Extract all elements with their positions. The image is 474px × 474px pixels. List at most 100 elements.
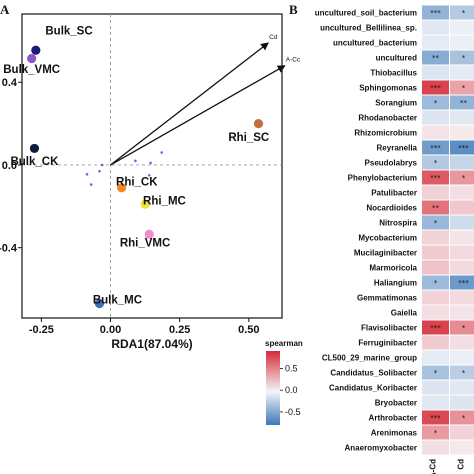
heatmap-cell [422, 365, 449, 380]
heatmap-cell [422, 440, 449, 455]
species-point [149, 161, 152, 165]
sample-label: Bulk_CK [10, 156, 59, 168]
sample-label: Bulk_VMC [3, 64, 60, 76]
heatmap-cell [450, 125, 474, 140]
sample-point [253, 119, 264, 129]
heatmap-cell [450, 50, 474, 65]
x-tick-label: 0.50 [238, 324, 259, 336]
panel-b-letter: B [289, 2, 298, 17]
genus-label: Gemmatimonas [357, 294, 418, 303]
heatmap-row: Mycobacterium [358, 230, 474, 245]
heatmap-row: Flavisolibacter *** * [361, 320, 474, 335]
significance-mark: *** [430, 9, 441, 17]
heatmap-row: Sphingomonas *** * [359, 80, 474, 95]
genus-label: uncultured [376, 54, 417, 63]
genus-label: Flavisolibacter [361, 324, 417, 333]
heatmap-row: Bryobacter [375, 395, 474, 410]
sample-point [94, 298, 105, 309]
y-tick-label: 0.0 [2, 160, 17, 172]
heatmap-row: Sorangium * ** [375, 95, 474, 110]
sample-label: Bulk_SC [45, 26, 92, 38]
genus-label: Marmoricola [369, 264, 417, 273]
legend-colorbar [266, 351, 280, 425]
sample-point [31, 45, 41, 55]
heatmap-cell [422, 155, 449, 170]
correlation-heatmap-panel: B uncultured_soil_bacterium *** *unculture… [289, 2, 474, 474]
heatmap-cell [422, 185, 449, 200]
genus-label: Rhizomicrobium [354, 129, 417, 138]
heatmap-cell [422, 200, 449, 215]
heatmap-cell [422, 320, 449, 335]
heatmap-cell [422, 80, 449, 95]
rda-biplot-panel: A -0.25 0.00 0.25 0.50 0.4 0.0 -0.4 Cd A-Cc Bu… [0, 2, 301, 351]
significance-mark: *** [430, 174, 441, 182]
sample-label: Rhi_VMC [120, 238, 170, 250]
heatmap-cell [450, 275, 474, 290]
heatmap-row: Nocardioides ** [366, 200, 474, 215]
genus-label: Patulibacter [371, 189, 417, 198]
significance-mark: *** [430, 144, 441, 152]
heatmap-cell [450, 200, 474, 215]
heatmap-cell [422, 20, 449, 35]
significance-mark: * [462, 324, 466, 332]
x-tick-label: 0.25 [169, 324, 190, 336]
panel-a-letter: A [0, 2, 10, 17]
significance-mark: ** [432, 204, 440, 212]
heatmap-cell [450, 140, 474, 155]
genus-label: Candidatus_Solibacter [330, 369, 417, 378]
heatmap-row: Phenylobacterium *** * [348, 170, 474, 185]
legend-title: spearman [265, 339, 303, 348]
genus-label: Ferruginibacter [358, 339, 417, 348]
heatmap-row: Patulibacter [371, 185, 474, 200]
significance-mark: * [434, 219, 438, 227]
heatmap-row: Ferruginibacter [358, 335, 474, 350]
genus-label: Mycobacterium [358, 234, 417, 243]
significance-mark: * [462, 54, 466, 62]
heatmap-row: uncultured_soil_bacterium *** * [315, 5, 474, 20]
vector-arrow-cd [110, 42, 269, 166]
significance-mark: ** [432, 54, 440, 62]
genus-label: uncultured_Bellilinea_sp. [320, 24, 417, 33]
heatmap-cell [422, 395, 449, 410]
heatmap-cell [422, 425, 449, 440]
genus-label: Mucilaginibacter [354, 249, 417, 258]
column-label: Cd [457, 459, 466, 470]
x-axis-title: RDA1(87.04%) [111, 337, 192, 351]
significance-mark: * [434, 99, 438, 107]
sample-point [29, 143, 40, 154]
legend-ticks: 0.5 0.0 -0.5 [280, 363, 301, 417]
sample-points: Bulk_SC Bulk_VMC Bulk_CK Rhi_SC Rhi_CK Rhi_MC… [3, 26, 269, 309]
heatmap-cell [450, 170, 474, 185]
genus-label: Candidatus_Koribacter [329, 384, 417, 393]
heatmap-cell [422, 410, 449, 425]
heatmap-row: Candidatus_Koribacter [329, 380, 474, 395]
heatmap-cell [450, 335, 474, 350]
significance-mark: * [434, 279, 438, 287]
heatmap-row: Anaeromyxobacter [345, 440, 474, 455]
heatmap-cell [450, 290, 474, 305]
heatmap-cell [450, 230, 474, 245]
species-point [85, 172, 89, 176]
heatmap-cell [422, 260, 449, 275]
genus-label: Thiobacillus [370, 69, 417, 78]
heatmap-cell [450, 110, 474, 125]
sample-label: Rhi_CK [116, 177, 158, 189]
species-points [85, 151, 163, 186]
heatmap-cell [422, 275, 449, 290]
heatmap-cell [450, 215, 474, 230]
heatmap-rows: uncultured_soil_bacterium *** * uncultured_… [315, 5, 474, 455]
y-tick-label: 0.4 [2, 77, 18, 89]
heatmap-cell [450, 440, 474, 455]
genus-label: Gaiella [391, 309, 418, 318]
heatmap-cell [422, 5, 449, 20]
genus-label: Arenimonas [371, 429, 418, 438]
genus-label: Pseudolabrys [365, 159, 418, 168]
heatmap-row: Marmoricola [369, 260, 474, 275]
genus-label: Reyranella [377, 144, 418, 153]
significance-mark: * [462, 174, 466, 182]
significance-mark: *** [430, 324, 441, 332]
heatmap-cell [422, 215, 449, 230]
significance-mark: * [462, 369, 466, 377]
genus-label: uncultured_bacterium [333, 39, 417, 48]
